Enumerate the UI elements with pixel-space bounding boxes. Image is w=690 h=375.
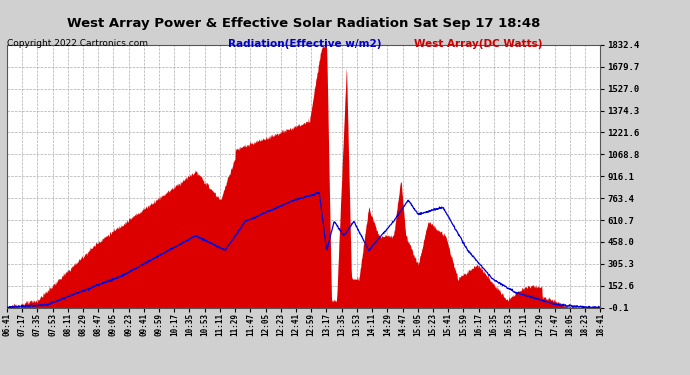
Text: Copyright 2022 Cartronics.com: Copyright 2022 Cartronics.com bbox=[7, 39, 148, 48]
Text: West Array(DC Watts): West Array(DC Watts) bbox=[414, 39, 542, 50]
Text: Radiation(Effective w/m2): Radiation(Effective w/m2) bbox=[228, 39, 381, 50]
Text: West Array Power & Effective Solar Radiation Sat Sep 17 18:48: West Array Power & Effective Solar Radia… bbox=[67, 17, 540, 30]
